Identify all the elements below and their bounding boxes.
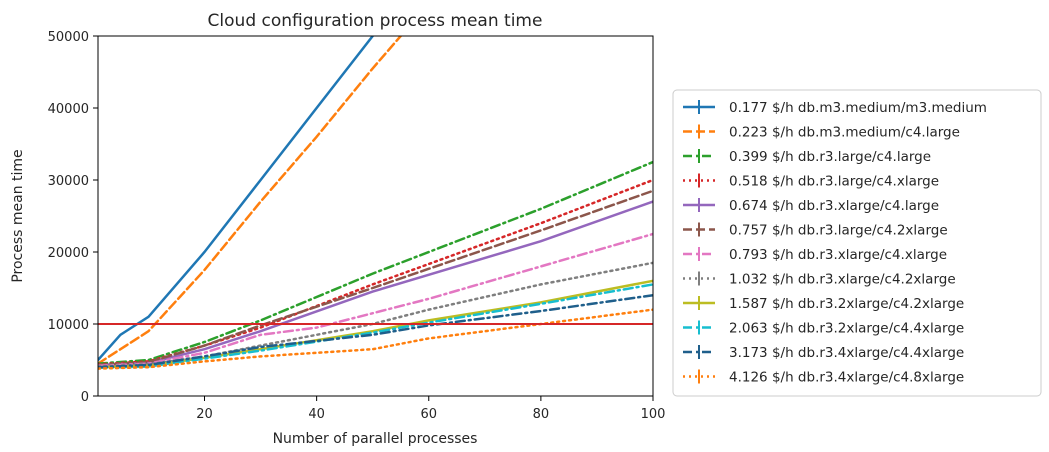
- y-tick-label: 50000: [48, 30, 89, 45]
- legend-item: 2.063 $/h db.r3.2xlarge/c4.4xlarge: [683, 320, 964, 337]
- legend-item: 3.173 $/h db.r3.4xlarge/c4.4xlarge: [683, 345, 964, 361]
- series-line-2: [98, 36, 402, 365]
- plot-area: [98, 36, 653, 370]
- x-tick-label: 80: [533, 407, 550, 422]
- legend-label: 2.063 $/h db.r3.2xlarge/c4.4xlarge: [729, 321, 964, 337]
- series-line-11: [98, 293, 653, 369]
- legend-label: 0.793 $/h db.r3.xlarge/c4.xlarge: [729, 247, 947, 263]
- legend-label: 0.674 $/h db.r3.xlarge/c4.large: [729, 198, 939, 214]
- legend-label: 1.032 $/h db.r3.xlarge/c4.2xlarge: [729, 272, 956, 288]
- legend-item: 0.757 $/h db.r3.large/c4.2xlarge: [683, 222, 948, 239]
- legend-item: 0.518 $/h db.r3.large/c4.xlarge: [683, 173, 939, 190]
- legend-frame: [672, 89, 1042, 397]
- series-line-4: [98, 178, 653, 366]
- y-tick-label: 20000: [48, 246, 89, 261]
- series-line-12: [98, 308, 653, 370]
- legend-label: 4.126 $/h db.r3.4xlarge/c4.8xlarge: [729, 370, 964, 386]
- legend-label: 0.399 $/h db.r3.large/c4.large: [729, 149, 931, 165]
- y-tick-label: 30000: [48, 174, 89, 189]
- legend-item: 0.399 $/h db.r3.large/c4.large: [683, 149, 931, 165]
- legend-item: 1.032 $/h db.r3.xlarge/c4.2xlarge: [683, 271, 956, 288]
- x-axis-label: Number of parallel processes: [273, 431, 478, 447]
- x-tick-label: 20: [196, 407, 213, 422]
- legend: 0.177 $/h db.m3.medium/m3.medium 0.223 $/…: [672, 89, 1042, 397]
- series-line-6: [98, 189, 653, 367]
- series-line-1: [98, 36, 374, 362]
- series-line-3: [98, 160, 653, 365]
- legend-label: 0.518 $/h db.r3.large/c4.xlarge: [729, 174, 939, 190]
- legend-label: 0.177 $/h db.m3.medium/m3.medium: [729, 100, 987, 116]
- x-tick-label: 40: [308, 407, 325, 422]
- legend-item: 0.674 $/h db.r3.xlarge/c4.large: [683, 198, 939, 214]
- legend-label: 0.223 $/h db.m3.medium/c4.large: [729, 125, 960, 141]
- legend-item: 0.177 $/h db.m3.medium/m3.medium: [683, 100, 987, 116]
- legend-item: 4.126 $/h db.r3.4xlarge/c4.8xlarge: [683, 369, 964, 386]
- y-tick-label: 40000: [48, 102, 89, 117]
- chart-title: Cloud configuration process mean time: [208, 11, 543, 31]
- y-tick-label: 0: [81, 390, 89, 405]
- legend-label: 0.757 $/h db.r3.large/c4.2xlarge: [729, 223, 948, 239]
- axes-frame: [97, 35, 654, 397]
- x-tick-label: 100: [641, 407, 666, 422]
- legend-label: 3.173 $/h db.r3.4xlarge/c4.4xlarge: [729, 345, 964, 361]
- legend-item: 0.223 $/h db.m3.medium/c4.large: [683, 124, 960, 141]
- y-tick-label: 10000: [48, 318, 89, 333]
- axis-ticks: 20 40 60 80 100 0 10000 20000 30000 40000 50000: [48, 30, 666, 422]
- legend-item: 1.587 $/h db.r3.2xlarge/c4.2xlarge: [683, 296, 964, 312]
- y-axis-label: Process mean time: [10, 149, 26, 282]
- legend-item: 0.793 $/h db.r3.xlarge/c4.xlarge: [683, 247, 947, 263]
- x-tick-label: 60: [420, 407, 437, 422]
- legend-label: 1.587 $/h db.r3.2xlarge/c4.2xlarge: [729, 296, 964, 312]
